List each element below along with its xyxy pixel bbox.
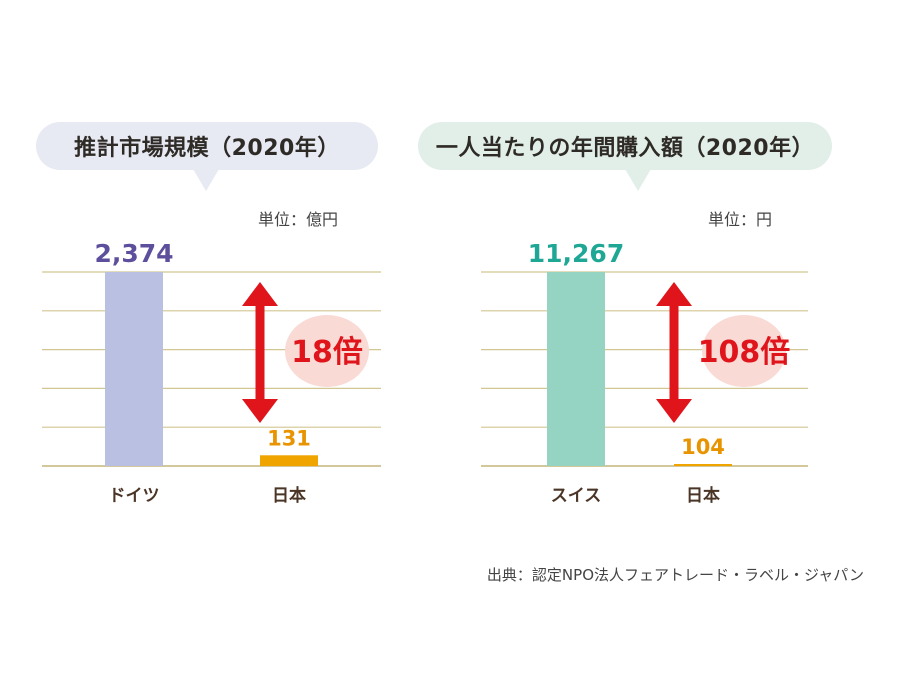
- market-size-panel: 推計市場規模（2020年） 単位：億円 2,374 ドイツ 131 日本 18倍: [36, 122, 381, 506]
- category-label-1: 日本: [272, 485, 306, 506]
- value-label-0: 11,267: [528, 239, 624, 268]
- bar-1: [674, 464, 732, 466]
- per-capita-unit-label: 単位：円: [708, 210, 773, 229]
- per-capita-chart: 11,267 スイス 104 日本 108倍: [481, 239, 808, 506]
- category-label-0: スイス: [551, 486, 602, 506]
- category-label-1: 日本: [686, 485, 720, 506]
- category-label-0: ドイツ: [109, 486, 160, 506]
- market-size-title: 推計市場規模（2020年）: [36, 122, 378, 170]
- gridlines: [42, 271, 381, 467]
- per-capita-panel: 一人当たりの年間購入額（2020年） 単位：円 11,267 スイス 104 日本 10…: [418, 0, 900, 675]
- ratio-label: 18倍: [291, 335, 363, 370]
- arrow-head-up: [656, 282, 692, 306]
- per-capita-title: 一人当たりの年間購入額（2020年）: [418, 122, 832, 170]
- arrow-head-down: [242, 399, 278, 423]
- value-label-1: 131: [267, 426, 311, 450]
- ratio-label: 108倍: [698, 335, 791, 370]
- value-label-0: 2,374: [94, 239, 173, 268]
- arrow-head-up: [242, 282, 278, 306]
- ratio-bubble: [285, 315, 369, 387]
- arrow-head-down: [656, 399, 692, 423]
- ratio-arrow: [242, 282, 278, 423]
- ratio-arrow: [656, 282, 692, 423]
- ratio-bubble: [702, 315, 786, 387]
- market-size-unit-label: 単位：億円: [258, 210, 339, 229]
- bar-0: [547, 272, 605, 466]
- bar-0: [105, 272, 163, 466]
- market-size-chart: 2,374 ドイツ 131 日本 18倍: [42, 239, 381, 506]
- market-size-title-tail: [193, 169, 219, 191]
- bar-1: [260, 455, 318, 466]
- value-label-1: 104: [681, 435, 725, 459]
- per-capita-title-tail: [625, 169, 651, 191]
- source-note: 出典：認定NPO法人フェアトレード・ラベル・ジャパン: [486, 566, 864, 584]
